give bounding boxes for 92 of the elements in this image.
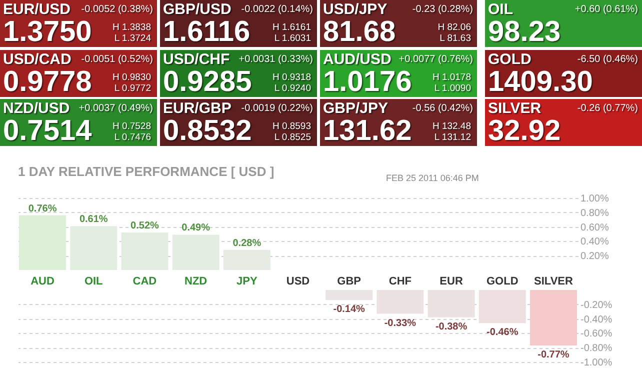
bar — [121, 232, 168, 270]
text: 98.23 — [488, 16, 561, 49]
data-label: 0.76% — [28, 203, 57, 214]
text: -6.50 (0.46%) — [577, 54, 638, 64]
text: +0.0077 (0.76%) — [398, 54, 473, 64]
x-tick-label: NZD — [184, 276, 208, 288]
text: H 0.7528 — [112, 121, 151, 132]
text: EUR/USD — [3, 1, 71, 18]
data-label: 0.49% — [182, 222, 210, 234]
y-tick-label: 0.40% — [580, 236, 609, 248]
text: 1.3750 — [3, 16, 92, 49]
text: -0.26 (0.77%) — [577, 103, 638, 114]
y-tick-label: -0.20% — [580, 300, 612, 311]
text: L 131.12 — [433, 132, 471, 143]
x-tick-label: USD — [286, 276, 310, 288]
text: 1.6116 — [163, 16, 250, 49]
text: -0.0022 (0.14%) — [241, 4, 313, 15]
text: H 1.6161 — [272, 22, 311, 33]
text: USD/JPY — [323, 1, 388, 18]
text: H 82.06 — [438, 22, 471, 33]
text: -0.0051 (0.52%) — [81, 54, 153, 64]
text: L 81.63 — [438, 33, 471, 44]
data-label: -0.38% — [435, 321, 468, 332]
x-tick-label: OIL — [84, 276, 104, 288]
text: 32.92 — [488, 115, 561, 148]
data-label: -0.33% — [384, 318, 416, 329]
text: H 1.3838 — [112, 22, 151, 33]
text: GBP/USD — [163, 1, 232, 18]
chart-title: 1 DAY RELATIVE PERFORMANCE [ USD ] — [18, 164, 274, 179]
text: L 1.3724 — [113, 33, 151, 44]
text: GOLD — [488, 50, 532, 68]
x-tick-label: AUD — [30, 276, 54, 288]
text: L 1.0090 — [433, 82, 471, 94]
data-label: -0.77% — [538, 349, 570, 360]
text: 131.62 — [323, 115, 412, 148]
x-tick-label: CHF — [388, 276, 412, 288]
text: L 0.7476 — [113, 132, 151, 143]
x-tick-label: CAD — [132, 276, 157, 288]
text: 81.68 — [323, 16, 396, 49]
text: H 0.8593 — [272, 121, 311, 132]
text: L 0.8525 — [273, 132, 311, 143]
text: H 1.0178 — [432, 72, 471, 82]
text: +0.0037 (0.49%) — [78, 103, 153, 114]
data-label: 0.61% — [79, 214, 108, 226]
y-tick-label: 1.00% — [580, 194, 609, 204]
text: -0.56 (0.42%) — [412, 103, 473, 114]
text: OIL — [488, 1, 513, 18]
text: USD/CAD — [3, 50, 72, 68]
text: EUR/GBP — [163, 100, 232, 117]
text: -0.0019 (0.22%) — [241, 103, 313, 114]
data-label: 0.52% — [130, 220, 159, 232]
text: AUD/USD — [323, 50, 392, 68]
x-tick-label: GOLD — [486, 276, 518, 288]
text: FEB 25 2011 06:46 PM — [386, 173, 479, 183]
text: H 0.9318 — [272, 72, 311, 82]
bar — [223, 250, 270, 270]
text: NZD/USD — [3, 100, 70, 117]
data-label: -0.14% — [333, 304, 366, 316]
bar — [172, 234, 220, 270]
text: -0.23 (0.28%) — [412, 4, 473, 15]
x-tick-label: JPY — [236, 276, 258, 288]
y-tick-label: 0.80% — [580, 208, 609, 219]
bar — [19, 215, 66, 270]
x-tick-label: EUR — [440, 276, 463, 288]
text: SILVER — [488, 100, 542, 117]
bar — [70, 226, 118, 270]
y-tick-label: -1.00% — [580, 358, 612, 368]
text: L 0.9772 — [113, 82, 151, 94]
y-tick-label: -0.60% — [580, 328, 612, 340]
text: 1409.30 — [488, 66, 593, 98]
y-tick-label: -0.40% — [580, 314, 612, 326]
y-tick-label: 0.60% — [580, 222, 609, 234]
text: L 1.6031 — [273, 33, 311, 44]
y-tick-label: 0.20% — [580, 251, 609, 262]
text: H 0.9830 — [112, 72, 151, 82]
text: 0.9285 — [163, 66, 252, 98]
y-tick-label: -0.80% — [580, 343, 612, 354]
text: -0.0052 (0.38%) — [81, 4, 153, 15]
text: +0.0031 (0.33%) — [238, 54, 313, 64]
text: 0.9778 — [3, 66, 92, 98]
data-label: -0.46% — [486, 327, 518, 338]
x-tick-label: GBP — [337, 276, 362, 288]
text: GBP/JPY — [323, 100, 388, 117]
x-tick-label: SILVER — [534, 276, 573, 288]
text: +0.60 (0.61%) — [574, 4, 638, 15]
text: H 132.48 — [432, 121, 471, 132]
text: USD/CHF — [163, 50, 230, 68]
data-label: 0.28% — [232, 238, 262, 249]
text: 0.7514 — [3, 115, 92, 148]
text: 0.8532 — [163, 115, 252, 148]
text: 1.0176 — [323, 66, 412, 98]
text: L 0.9240 — [273, 82, 311, 94]
